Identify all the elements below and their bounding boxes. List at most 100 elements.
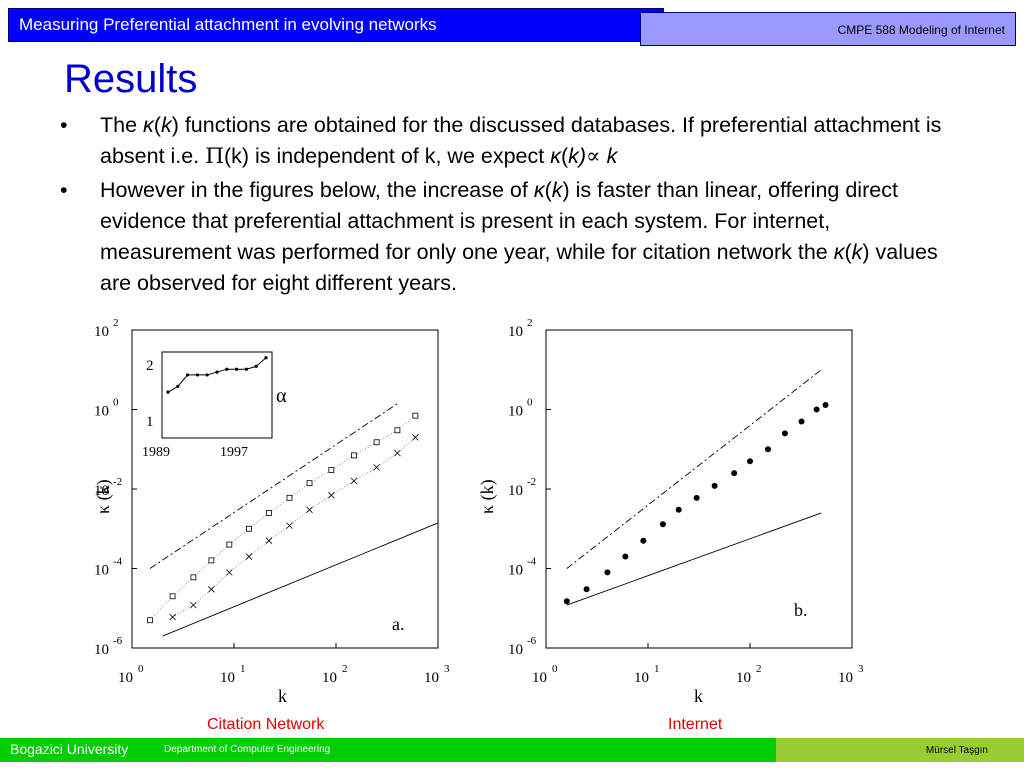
inset-data-point <box>215 370 219 374</box>
data-point-cross <box>394 449 401 457</box>
inset-data-point <box>195 373 199 377</box>
inset-data-point <box>244 367 248 371</box>
reference-line-dash-dot <box>149 403 398 569</box>
data-point-square <box>394 427 401 434</box>
y-tick-exponent: -6 <box>527 635 537 647</box>
kappa-symbol: κ <box>143 113 154 137</box>
inset-ytick-1: 1 <box>146 414 154 430</box>
inset-data-point <box>235 367 239 371</box>
data-point-cross <box>412 434 419 441</box>
data-point-dot <box>711 482 718 489</box>
inset-xtick-1997: 1997 <box>220 445 248 460</box>
y-tick-label: 10 <box>508 563 523 579</box>
data-point-dot <box>583 586 590 593</box>
bullet-item-2: • However in the figures below, the incr… <box>60 175 960 299</box>
proportional-symbol: ∝ <box>586 144 601 169</box>
pi-symbol: Π <box>205 144 224 169</box>
y-tick-exponent: -4 <box>113 556 123 568</box>
x-axis-label: k <box>278 686 287 706</box>
footer-author: Mürsel Taşgın <box>925 745 988 756</box>
data-point-dot <box>563 598 570 605</box>
title-bar: Measuring Preferential attachment in evo… <box>8 8 664 42</box>
data-point-dot <box>604 569 611 576</box>
y-tick-label: 10 <box>94 642 109 658</box>
data-point-cross <box>306 506 313 514</box>
data-point-dot <box>693 494 700 501</box>
data-point-dot <box>675 506 682 513</box>
data-point-dot <box>798 418 805 425</box>
data-point-square <box>306 480 313 487</box>
bullet-marker: • <box>60 178 68 202</box>
data-point-dot <box>622 553 629 560</box>
x-tick-exponent: 0 <box>138 663 144 675</box>
data-point-dot <box>731 470 738 477</box>
inset-alpha-label: α <box>276 385 287 407</box>
inset-ytick-2: 2 <box>146 358 154 374</box>
y-tick-exponent: -6 <box>113 635 123 647</box>
x-tick-label: 10 <box>118 670 133 686</box>
series-trace <box>172 437 416 618</box>
kappa-symbol: κ <box>833 240 845 264</box>
data-point-dot <box>640 537 647 544</box>
k-symbol: k <box>551 178 563 202</box>
slide-heading: Results <box>64 57 198 101</box>
bullet-list: • The κ(k) functions are obtained for th… <box>60 110 960 302</box>
x-tick-exponent: 0 <box>552 663 558 675</box>
footer-university: Bogazici University <box>10 741 129 757</box>
x-tick-exponent: 3 <box>858 663 864 675</box>
y-axis-label: κ (k) <box>93 479 114 514</box>
y-tick-exponent: 0 <box>527 397 533 409</box>
data-point-cross <box>169 613 176 621</box>
y-tick-exponent: -2 <box>527 476 536 488</box>
kappa-symbol: κ <box>533 178 545 202</box>
x-tick-exponent: 1 <box>240 663 246 675</box>
inset-data-point <box>205 373 209 377</box>
bullet2-text-c: ( <box>544 178 552 202</box>
reference-line-dash-dot <box>566 369 822 569</box>
k-symbol: k <box>160 113 172 137</box>
footer-department: Department of Computer Engineering <box>164 744 331 755</box>
y-tick-exponent: 2 <box>113 318 119 329</box>
x-tick-label: 10 <box>424 670 439 686</box>
inset-data-point <box>176 384 180 388</box>
data-point-cross <box>350 477 358 485</box>
x-tick-label: 10 <box>220 670 235 686</box>
k-symbol: k <box>600 144 618 168</box>
panel-label-a: a. <box>392 614 405 634</box>
data-point-dot <box>781 430 788 437</box>
caption-citation-network: Citation Network <box>207 716 325 733</box>
series-trace <box>149 415 416 621</box>
data-point-square <box>147 617 153 624</box>
data-point-dot <box>659 521 666 528</box>
inset-data-point <box>166 390 170 394</box>
data-point-square <box>286 494 293 501</box>
data-point-square <box>208 557 215 564</box>
y-tick-exponent: 0 <box>113 397 119 409</box>
x-tick-label: 10 <box>634 670 649 686</box>
x-tick-label: 10 <box>532 670 547 686</box>
data-point-cross <box>373 464 380 471</box>
inset-data-point <box>254 364 258 368</box>
bullet1-text-k: ) <box>578 144 587 168</box>
data-point-square <box>226 541 233 548</box>
bullet-marker: • <box>60 113 68 137</box>
bullet2-text-a: However in the figures below, the increa… <box>100 178 534 202</box>
y-tick-exponent: -4 <box>527 556 537 568</box>
inset-data-point <box>186 373 190 377</box>
data-point-cross <box>245 553 253 560</box>
y-tick-label: 10 <box>94 404 109 420</box>
inset-xtick-1989: 1989 <box>142 445 170 460</box>
data-point-square <box>190 574 197 581</box>
footer-left: Bogazici University Department of Comput… <box>0 738 776 762</box>
data-point-cross <box>226 569 233 576</box>
x-tick-label: 10 <box>736 670 751 686</box>
data-point-square <box>351 452 357 459</box>
data-point-square <box>169 593 176 600</box>
k-symbol: k <box>568 144 579 168</box>
y-tick-label: 10 <box>508 483 523 499</box>
bullet1-text-c: ( <box>153 113 161 137</box>
panel-label-b: b. <box>794 600 808 620</box>
bullet1-text-e: ) functions are obtained for the discuss… <box>100 113 942 168</box>
